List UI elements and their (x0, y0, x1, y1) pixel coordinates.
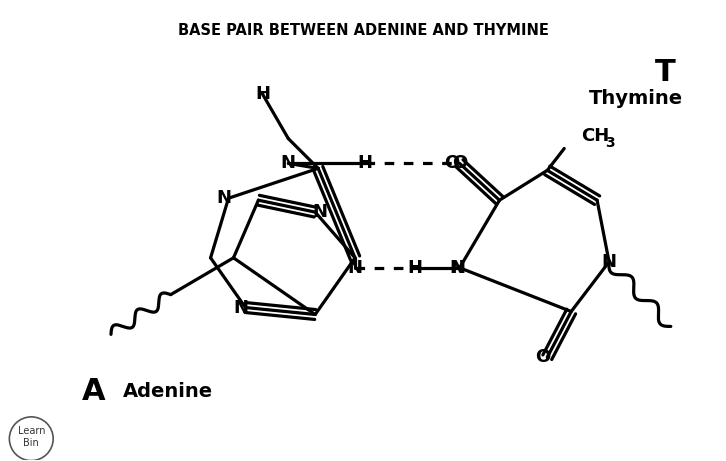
Text: Thymine: Thymine (589, 89, 683, 108)
Text: O: O (452, 154, 468, 172)
Text: N: N (281, 154, 295, 172)
Text: Adenine: Adenine (123, 382, 213, 401)
Text: CH: CH (581, 127, 609, 145)
Text: N: N (348, 259, 362, 277)
Text: H: H (407, 259, 423, 277)
Text: N: N (216, 189, 231, 207)
Text: O: O (534, 348, 550, 366)
Text: A: A (82, 377, 106, 406)
Text: O: O (444, 154, 460, 172)
Text: N: N (602, 253, 616, 271)
Text: N: N (450, 259, 465, 277)
Text: T: T (654, 59, 675, 88)
Text: 3: 3 (605, 136, 615, 149)
Text: H: H (255, 85, 270, 103)
Text: Learn
Bin: Learn Bin (17, 426, 45, 448)
Text: N: N (313, 203, 327, 221)
Text: BASE PAIR BETWEEN ADENINE AND THYMINE: BASE PAIR BETWEEN ADENINE AND THYMINE (178, 23, 548, 38)
Text: H: H (357, 154, 372, 172)
Text: N: N (449, 259, 464, 277)
Text: N: N (233, 299, 248, 317)
